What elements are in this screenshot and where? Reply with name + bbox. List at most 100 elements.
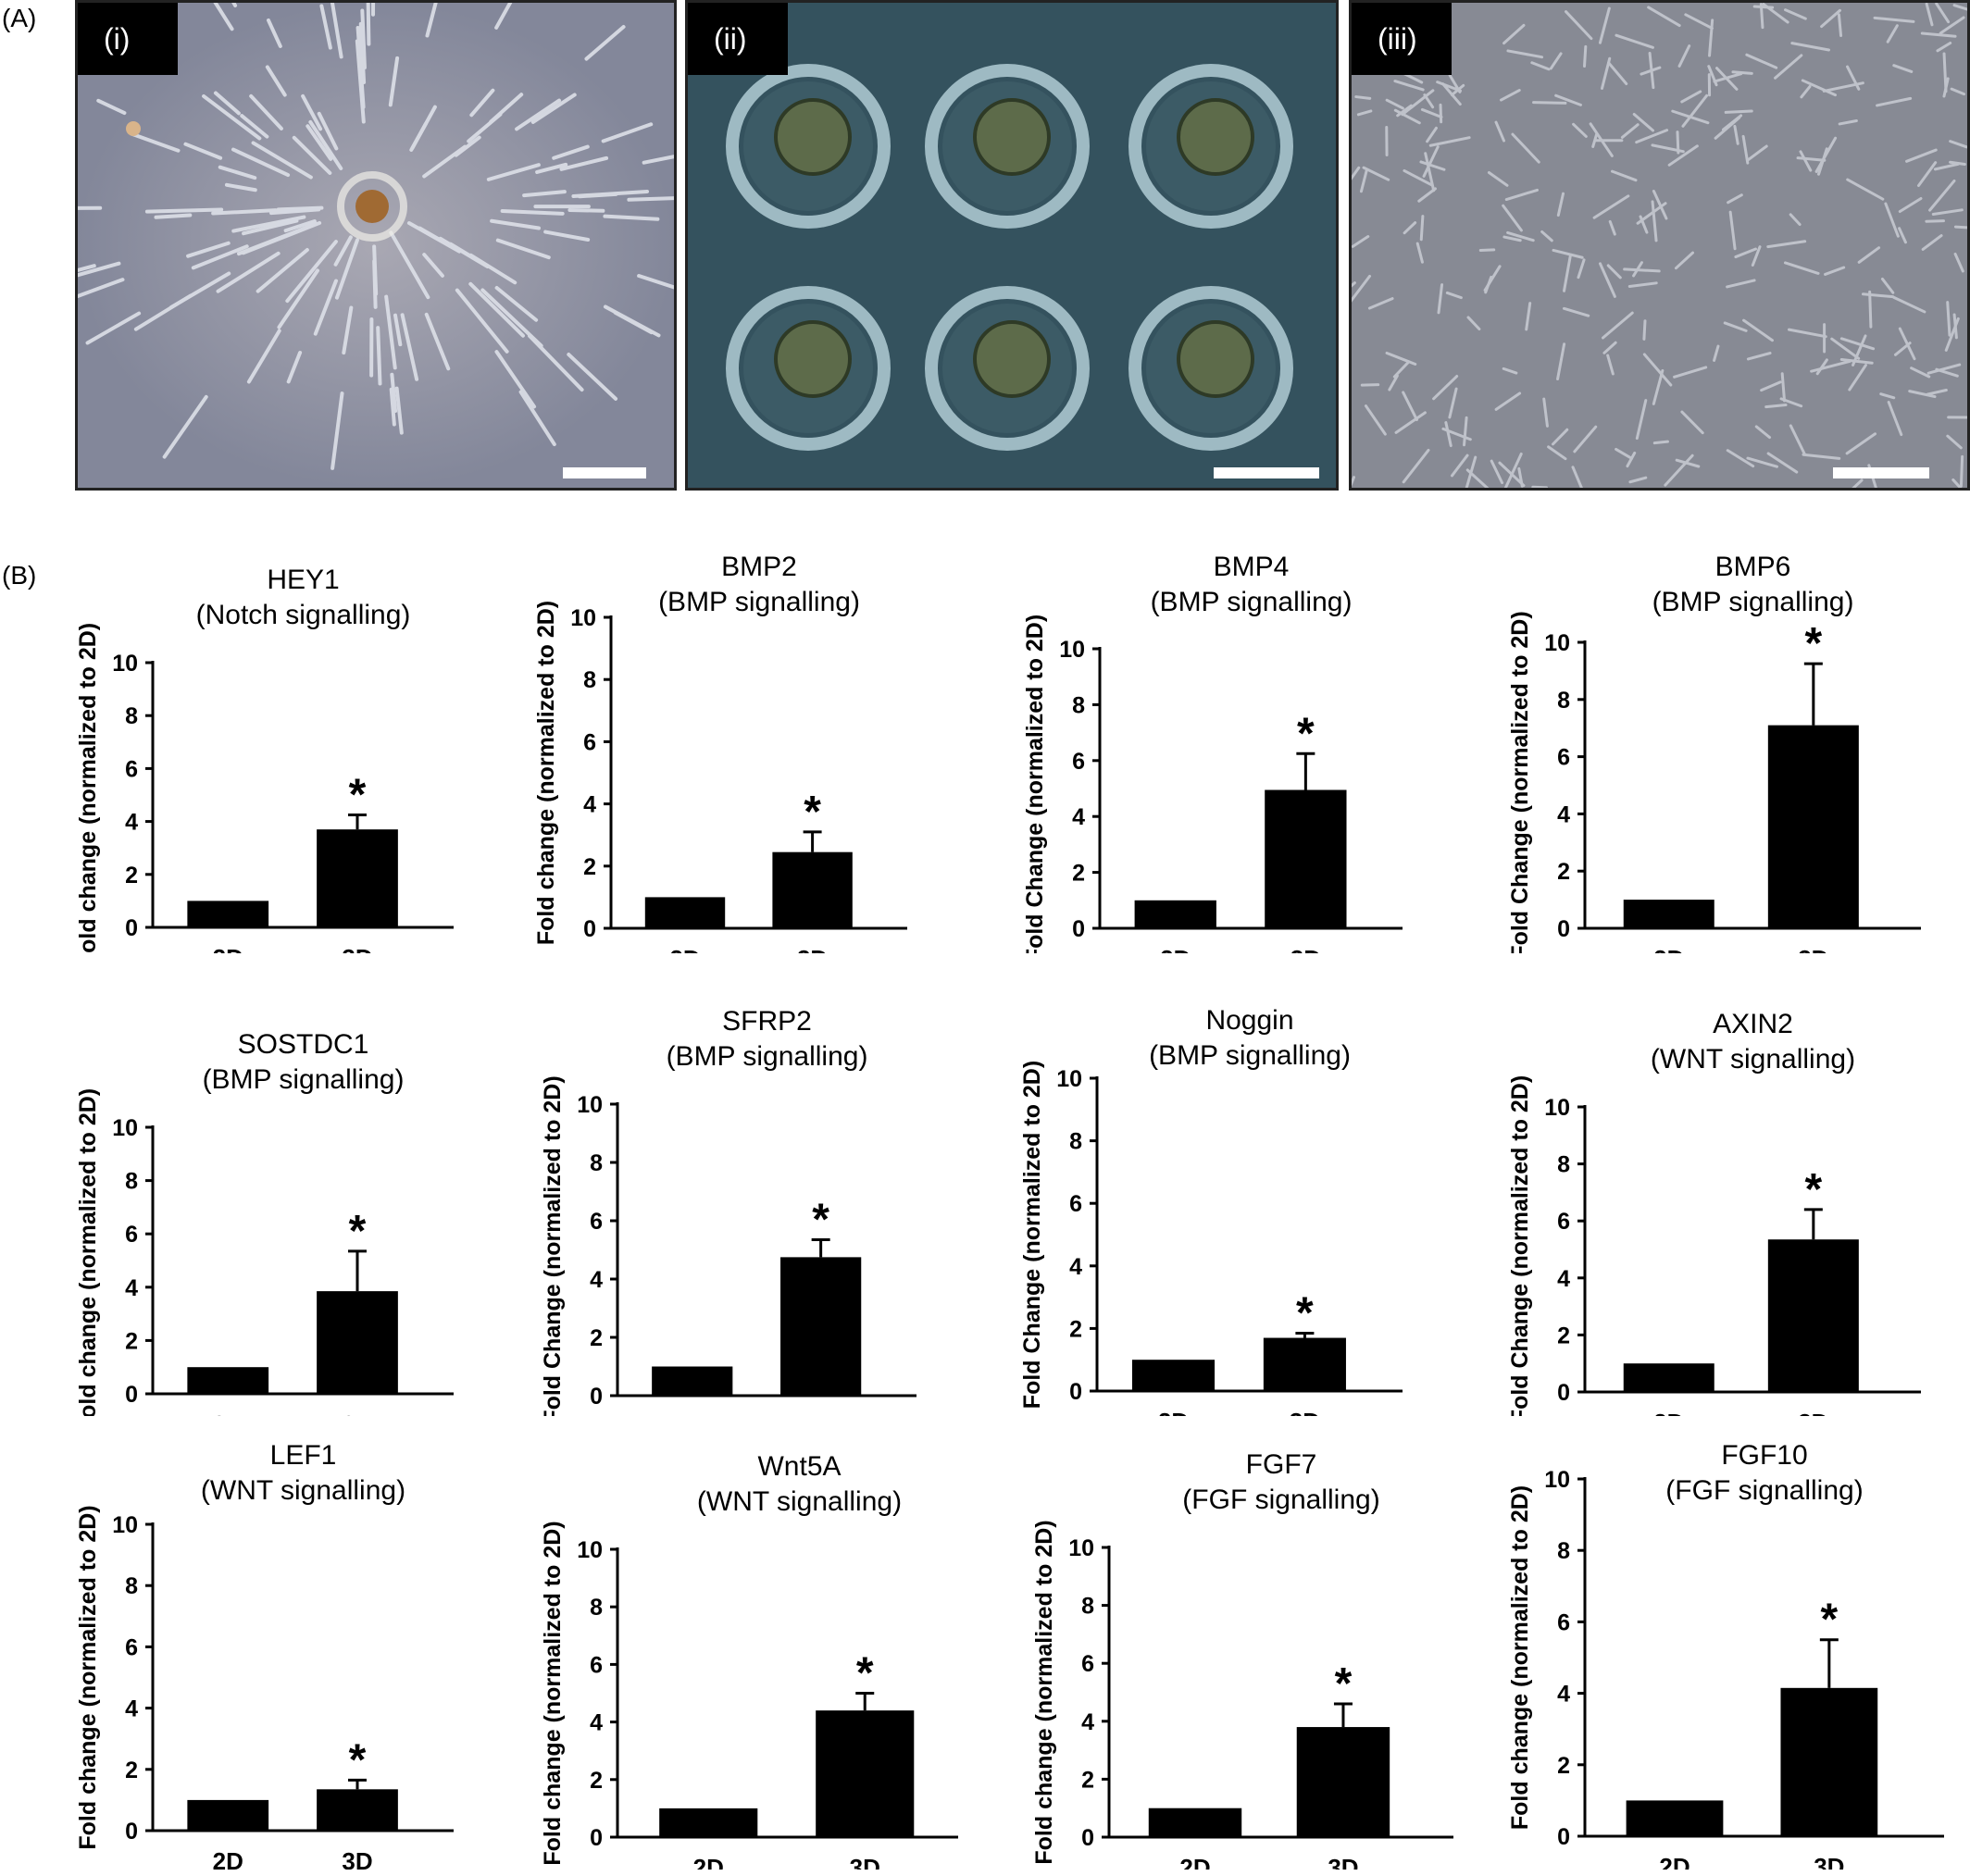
x-tick-label: 2D <box>213 1410 243 1416</box>
bar-2d <box>1131 1360 1216 1391</box>
x-tick-label: 3D <box>342 944 372 953</box>
micrograph-ii: (ii) <box>685 0 1339 491</box>
y-tick-label: 8 <box>125 703 138 729</box>
significance-marker: * <box>1804 1165 1822 1214</box>
chart-subtitle: (WNT signalling) <box>697 1486 902 1517</box>
chart-subtitle: (BMP signalling) <box>203 1064 405 1095</box>
chart-title: LEF1 <box>270 1444 337 1471</box>
y-tick-label: 10 <box>1544 1095 1570 1121</box>
y-axis-label: Fold Change (normalized to 2D) <box>1022 615 1048 953</box>
bar-chart-svg: LEF1 (WNT signalling) 0 2 4 6 8 10 Fold change (… <box>75 1440 454 1875</box>
chart-bmp4: BMP4 (BMP signalling) 0 2 4 6 8 10 Fold Change (… <box>1014 552 1449 973</box>
y-tick-label: 8 <box>1557 1538 1570 1564</box>
bar-3d <box>1265 789 1347 928</box>
y-tick-label: 4 <box>1072 804 1085 830</box>
x-tick-label: 3D <box>1798 1409 1828 1416</box>
y-tick-label: 10 <box>1544 1467 1570 1493</box>
y-tick-label: 6 <box>1069 1191 1082 1217</box>
bar-3d <box>1263 1337 1346 1391</box>
y-tick-label: 6 <box>1072 749 1085 775</box>
scale-bar <box>1214 467 1319 478</box>
y-tick-label: 0 <box>583 916 596 942</box>
chart-subtitle: (BMP signalling) <box>1149 1040 1351 1071</box>
y-tick-label: 6 <box>583 729 596 755</box>
x-tick-label: 3D <box>1290 1408 1320 1416</box>
y-tick-label: 8 <box>1072 692 1085 718</box>
chart-subtitle: (BMP signalling) <box>1652 587 1854 617</box>
chart-subtitle: (BMP signalling) <box>667 1041 868 1072</box>
spheroid-microwell-array-micrograph-icon <box>688 3 1336 488</box>
chart-title: AXIN2 <box>1713 1009 1793 1039</box>
chart-title: BMP4 <box>1214 555 1290 582</box>
x-tick-label: 2D <box>1653 1409 1684 1416</box>
y-tick-label: 4 <box>1557 801 1570 827</box>
panel-a-label: (A) <box>2 4 37 32</box>
y-tick-label: 2 <box>1557 859 1570 885</box>
significance-marker: * <box>1820 1596 1838 1645</box>
bar-3d <box>772 851 853 928</box>
significance-marker: * <box>1335 1659 1353 1708</box>
x-tick-label: 3D <box>1290 945 1321 953</box>
y-tick-label: 0 <box>125 1819 138 1845</box>
y-axis-label: Fold change (normalized to 2D) <box>75 1088 101 1416</box>
x-tick-label: 3D <box>342 1410 372 1416</box>
chart-fgf7: FGF7 (FGF signalling) 0 2 4 6 8 10 Fold change (… <box>1014 1444 1458 1876</box>
y-tick-label: 10 <box>570 605 596 631</box>
bar-2d <box>1148 1808 1242 1837</box>
bar-3d <box>780 1257 862 1396</box>
bar-chart-svg: Wnt5A (WNT signalling) 0 2 4 6 8 10 Fold change … <box>540 1451 981 1876</box>
y-tick-label: 4 <box>590 1267 603 1293</box>
significance-marker: * <box>349 1207 367 1256</box>
chart-subtitle: (WNT signalling) <box>1651 1044 1855 1075</box>
chart-title: Wnt5A <box>757 1451 841 1482</box>
y-tick-label: 0 <box>1557 1824 1570 1850</box>
x-tick-label: 2D <box>213 944 243 953</box>
bar-2d <box>1626 1800 1724 1836</box>
bar-2d <box>652 1366 733 1396</box>
significance-marker: * <box>1296 1288 1314 1337</box>
x-tick-label: 3D <box>850 1854 880 1870</box>
micrograph-i: (i) <box>75 0 677 491</box>
chart-subtitle: (BMP signalling) <box>1151 587 1353 617</box>
y-tick-label: 2 <box>1081 1767 1094 1793</box>
bar-3d <box>1296 1727 1390 1837</box>
x-tick-label: 3D <box>1814 1853 1844 1870</box>
significance-marker: * <box>804 788 821 837</box>
bar-2d <box>1134 900 1216 928</box>
y-tick-label: 6 <box>590 1652 603 1678</box>
y-tick-label: 0 <box>1072 916 1085 942</box>
x-tick-label: 3D <box>1328 1854 1358 1870</box>
fibroblast-monolayer-micrograph-icon <box>78 3 674 488</box>
bar-2d <box>187 901 269 927</box>
dense-cell-culture-micrograph-icon <box>1352 3 1967 488</box>
micrograph-iii-tag: (iii) <box>1352 3 1452 75</box>
significance-marker: * <box>1297 709 1315 758</box>
bar-2d <box>187 1799 269 1831</box>
y-tick-label: 0 <box>125 915 138 941</box>
chart-title: FGF10 <box>1721 1444 1807 1471</box>
chart-lef1: LEF1 (WNT signalling) 0 2 4 6 8 10 Fold change (… <box>59 1440 504 1875</box>
x-tick-label: 3D <box>797 945 828 953</box>
y-tick-label: 4 <box>125 1275 138 1301</box>
bar-3d <box>816 1710 915 1837</box>
significance-marker: * <box>812 1195 829 1244</box>
y-tick-label: 2 <box>1557 1753 1570 1779</box>
bar-2d <box>659 1808 758 1837</box>
y-tick-label: 8 <box>1069 1129 1082 1155</box>
y-tick-label: 10 <box>112 1115 138 1141</box>
chart-subtitle: (FGF signalling) <box>1182 1485 1379 1515</box>
y-tick-label: 8 <box>125 1169 138 1195</box>
bar-chart-svg: SFRP2 (BMP signalling) 0 2 4 6 8 10 Fold Change … <box>540 1006 916 1440</box>
y-tick-label: 8 <box>590 1150 603 1176</box>
y-tick-label: 10 <box>1544 630 1570 656</box>
y-tick-label: 8 <box>590 1595 603 1621</box>
y-tick-label: 2 <box>125 1328 138 1354</box>
y-tick-label: 6 <box>125 756 138 782</box>
y-tick-label: 8 <box>1557 688 1570 714</box>
x-tick-label: 2D <box>1653 945 1684 953</box>
y-tick-label: 4 <box>583 792 596 818</box>
bar-2d <box>644 897 726 928</box>
x-tick-label: 2D <box>1659 1853 1689 1870</box>
significance-marker: * <box>349 1735 367 1784</box>
chart-title: Noggin <box>1205 1009 1293 1036</box>
